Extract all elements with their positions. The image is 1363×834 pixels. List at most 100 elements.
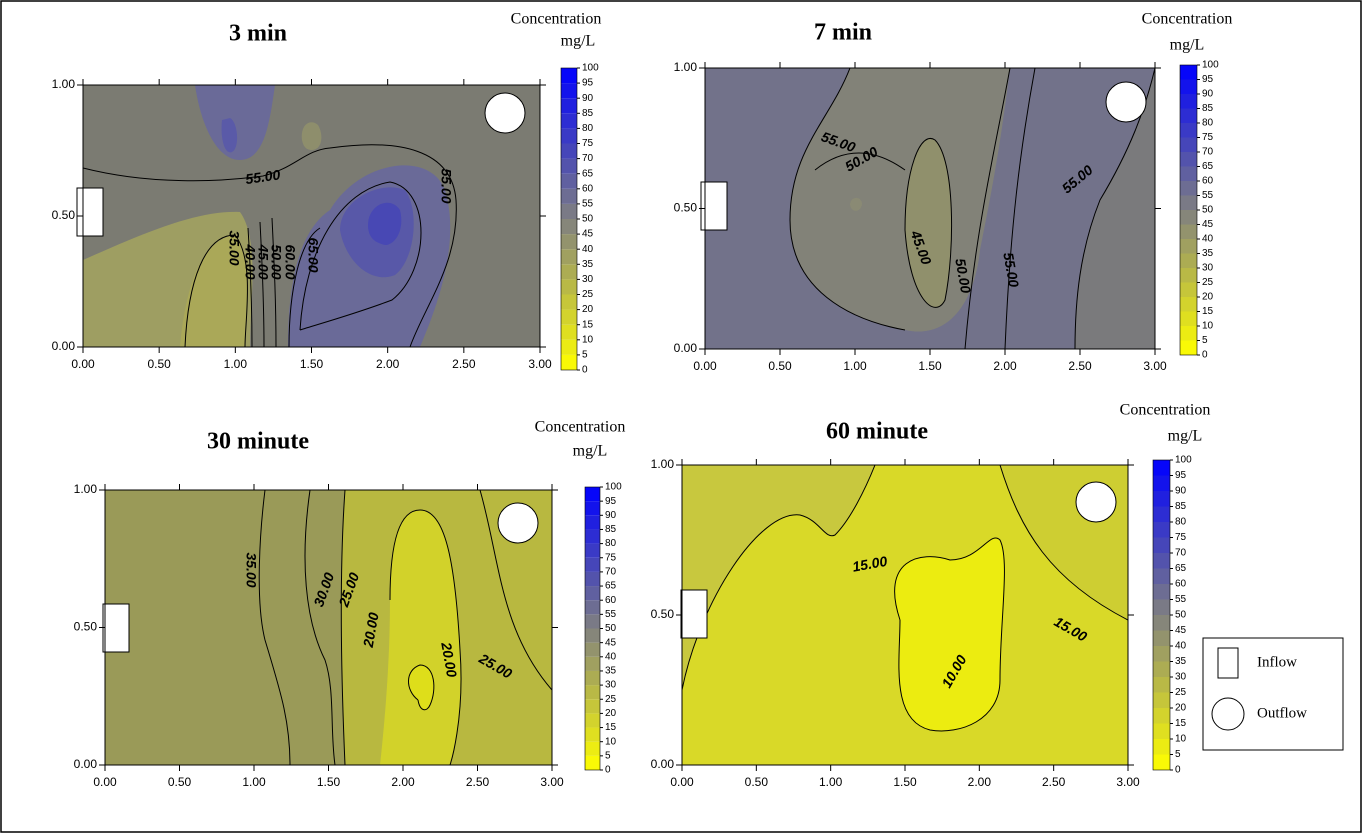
inflow-marker <box>680 589 708 639</box>
colorbar-band <box>1153 475 1170 491</box>
colorbar-band <box>561 203 577 219</box>
colorbar-tick-label: 0 <box>605 765 611 776</box>
colorbar-tick-label: 10 <box>605 736 617 747</box>
colorbar-band <box>585 586 600 601</box>
colorbar-tick-label: 65 <box>1202 161 1214 172</box>
y-tick-label: 0.00 <box>74 757 98 771</box>
colorbar-band <box>1153 708 1170 724</box>
colorbar-band <box>1180 166 1197 181</box>
colorbar-band <box>585 487 600 502</box>
colorbar-band <box>561 173 577 189</box>
colorbar-unit: mg/L <box>561 33 596 50</box>
contour-label: 65.00 <box>305 237 321 272</box>
colorbar-band <box>561 249 577 265</box>
colorbar-tick-label: 20 <box>605 708 617 719</box>
x-tick-label: 1.00 <box>224 357 248 371</box>
x-tick-label: 2.00 <box>993 359 1017 373</box>
colorbar-tick-label: 40 <box>1202 234 1214 245</box>
field-region <box>301 122 322 150</box>
colorbar-band <box>561 219 577 235</box>
colorbar-band <box>1153 491 1170 507</box>
contour-label: 55.00 <box>438 168 454 203</box>
colorbar-band <box>585 543 600 558</box>
y-tick-label: 1.00 <box>674 60 698 74</box>
y-tick-label: 1.00 <box>651 457 675 471</box>
colorbar-tick-label: 45 <box>582 229 594 240</box>
x-tick-label: 0.50 <box>168 775 192 789</box>
colorbar-band <box>561 83 577 99</box>
panel-title: 60 minute <box>826 419 928 445</box>
colorbar-tick-label: 15 <box>582 319 594 330</box>
colorbar-tick-label: 5 <box>1175 749 1181 760</box>
colorbar-tick-label: 0 <box>582 365 588 376</box>
x-tick-label: 0.50 <box>147 357 171 371</box>
colorbar-band <box>585 501 600 516</box>
colorbar-tick-label: 80 <box>1175 517 1187 528</box>
colorbar-band <box>585 755 600 770</box>
contour-label: 40.00 <box>242 243 258 279</box>
colorbar-tick-label: 5 <box>1202 335 1208 346</box>
colorbar-tick-label: 55 <box>1202 190 1214 201</box>
x-tick-label: 0.00 <box>71 357 95 371</box>
colorbar-tick-label: 55 <box>605 609 617 620</box>
contour-line <box>288 227 321 347</box>
colorbar-tick-label: 45 <box>1202 219 1214 230</box>
colorbar-tick-label: 90 <box>1202 89 1214 100</box>
colorbar-tick-label: 45 <box>605 637 617 648</box>
x-tick-label: 0.50 <box>745 775 769 789</box>
colorbar-tick-label: 30 <box>1202 263 1214 274</box>
contour-label: 60.00 <box>282 244 298 279</box>
x-tick-label: 3.00 <box>1116 775 1140 789</box>
colorbar-band <box>1180 253 1197 268</box>
colorbar-tick-label: 30 <box>1175 672 1187 683</box>
colorbar-unit: mg/L <box>1168 428 1203 445</box>
colorbar-band <box>1153 723 1170 739</box>
colorbar-tick-label: 100 <box>605 482 622 493</box>
colorbar-band <box>561 354 577 370</box>
colorbar-band <box>1180 195 1197 210</box>
colorbar-band <box>561 294 577 310</box>
field-region <box>850 197 862 211</box>
colorbar-tick-label: 85 <box>1202 103 1214 114</box>
x-tick-label: 1.00 <box>843 359 867 373</box>
contour-label: 35.00 <box>243 552 259 587</box>
contour-line <box>271 217 277 347</box>
x-tick-label: 1.50 <box>918 359 942 373</box>
colorbar-tick-label: 10 <box>1202 321 1214 332</box>
colorbar-tick-label: 45 <box>1175 625 1187 636</box>
colorbar-title: Concentration <box>1142 11 1233 28</box>
colorbar-band <box>585 515 600 530</box>
colorbar-tick-label: 50 <box>1175 610 1187 621</box>
colorbar-tick-label: 75 <box>1202 132 1214 143</box>
x-tick-label: 1.50 <box>300 357 324 371</box>
colorbar-tick-label: 90 <box>605 510 617 521</box>
colorbar-band <box>1180 152 1197 167</box>
colorbar-band <box>1180 137 1197 152</box>
colorbar-tick-label: 15 <box>1175 718 1187 729</box>
colorbar-tick-label: 80 <box>1202 118 1214 129</box>
colorbar-band <box>1180 340 1197 355</box>
contour-line <box>184 234 248 347</box>
colorbar-band <box>585 699 600 714</box>
y-tick-label: 0.00 <box>52 339 76 353</box>
colorbar-tick-label: 55 <box>582 199 594 210</box>
x-tick-label: 1.50 <box>317 775 341 789</box>
legend-label: Outflow <box>1257 705 1307 721</box>
colorbar-band <box>585 557 600 572</box>
colorbar-band <box>1180 79 1197 94</box>
colorbar-tick-label: 25 <box>605 694 617 705</box>
colorbar-tick-label: 100 <box>1175 455 1192 466</box>
colorbar-unit: mg/L <box>573 443 608 460</box>
colorbar-band <box>585 529 600 544</box>
colorbar-band <box>1153 677 1170 693</box>
field-region <box>180 235 248 347</box>
colorbar-tick-label: 80 <box>605 538 617 549</box>
colorbar-band <box>585 656 600 671</box>
field-region <box>790 68 1010 332</box>
x-tick-label: 2.50 <box>1068 359 1092 373</box>
colorbar-band <box>585 600 600 615</box>
contour-line <box>408 664 435 711</box>
